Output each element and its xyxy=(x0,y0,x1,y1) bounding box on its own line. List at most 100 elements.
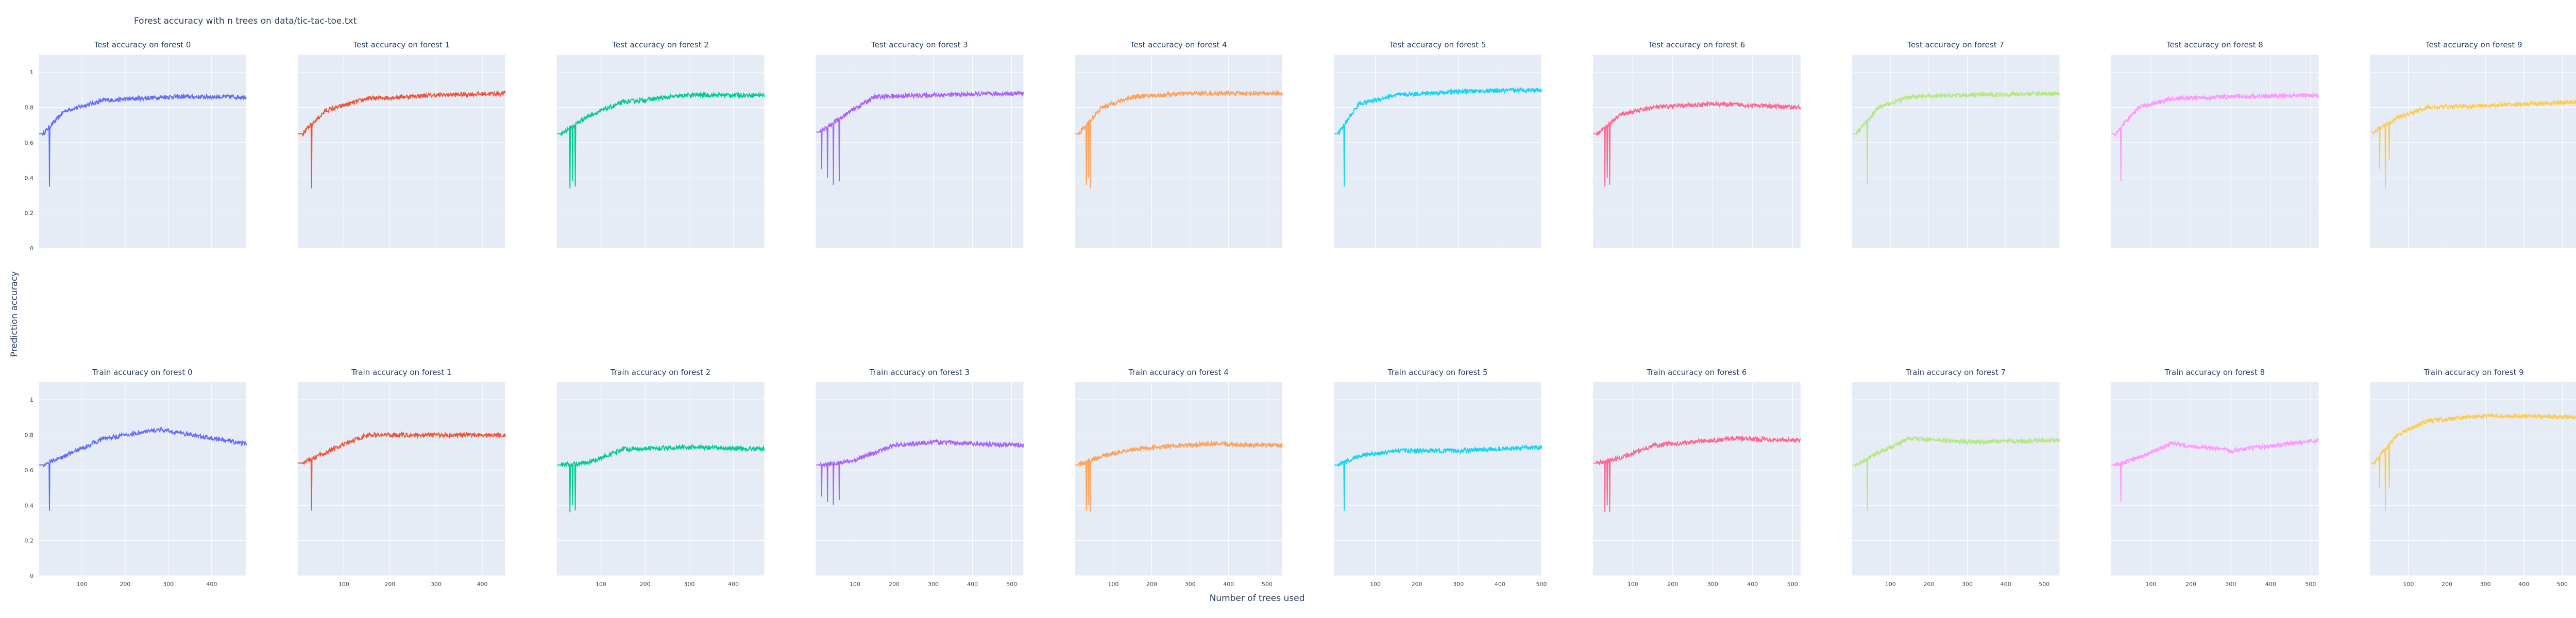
x-tick-label: 300 xyxy=(1962,581,1973,588)
y-tick-label: 0.8 xyxy=(25,432,34,439)
test-panel-1: Test accuracy on forest 1 xyxy=(297,40,506,249)
train-panel-3: 100 200 300 400 500 Train accuracy on forest … xyxy=(816,368,1024,588)
train-panel-8: 100 200 300 400 500 Train accuracy on forest … xyxy=(2111,368,2319,588)
test-panel-background xyxy=(2111,55,2319,248)
x-tick-label: 400 xyxy=(477,581,488,588)
test-series-line-forest-2 xyxy=(557,91,765,188)
train-panel-7: 100 200 300 400 500 Train accuracy on forest … xyxy=(1852,368,2060,588)
subplot-title: Train accuracy on forest 9 xyxy=(2424,368,2524,377)
test-panel-background xyxy=(39,55,246,248)
x-tick-label: 400 xyxy=(2001,581,2011,588)
x-tick-label: 100 xyxy=(76,581,87,588)
test-series-line-forest-7 xyxy=(1852,90,2060,185)
subplot-title: Train accuracy on forest 5 xyxy=(1387,368,1487,377)
x-tick-label: 300 xyxy=(431,581,442,588)
train-panel-background xyxy=(1852,382,2060,576)
subplot-title: Train accuracy on forest 1 xyxy=(351,368,451,377)
x-tick-label: 100 xyxy=(1628,581,1638,588)
y-tick-label: 0.4 xyxy=(25,502,34,509)
test-panel-background xyxy=(1592,55,1801,248)
test-panel-4: Test accuracy on forest 4 xyxy=(1075,40,1283,249)
x-tick-label: 500 xyxy=(2557,581,2568,588)
x-tick-label: 200 xyxy=(2442,581,2452,588)
x-tick-label: 500 xyxy=(1262,581,1273,588)
x-tick-label: 200 xyxy=(889,581,900,588)
train-series-line-forest-2 xyxy=(557,443,765,512)
x-tick-label: 200 xyxy=(1923,581,1934,588)
x-tick-label: 300 xyxy=(2225,581,2236,588)
figure-title: Forest accuracy with n trees on data/tic… xyxy=(134,16,357,26)
train-panel-background xyxy=(1334,382,1541,576)
subplot-title: Train accuracy on forest 7 xyxy=(1905,368,2006,377)
x-tick-label: 500 xyxy=(2039,581,2049,588)
x-tick-label: 200 xyxy=(1146,581,1157,588)
train-panel-4: 100 200 300 400 500 Train accuracy on forest … xyxy=(1075,368,1283,588)
x-tick-label: 300 xyxy=(1707,581,1718,588)
subplot-title: Test accuracy on forest 1 xyxy=(352,40,450,49)
x-tick-label: 500 xyxy=(1006,581,1017,588)
x-tick-label: 300 xyxy=(684,581,694,588)
subplot-title: Test accuracy on forest 8 xyxy=(2166,40,2263,49)
x-tick-label: 100 xyxy=(2403,581,2414,588)
x-axis-label: Number of trees used xyxy=(1210,593,1305,604)
x-tick-label: 100 xyxy=(2145,581,2156,588)
train-panel-background xyxy=(1592,382,1801,576)
train-series-line-forest-3 xyxy=(816,438,1024,506)
subplot-title: Test accuracy on forest 3 xyxy=(871,40,968,49)
x-tick-label: 500 xyxy=(1787,581,1798,588)
test-panel-background xyxy=(1852,55,2060,248)
x-tick-label: 400 xyxy=(1223,581,1234,588)
y-tick-label: 0 xyxy=(30,573,33,579)
train-panel-2: 100 200 300 400 Train accuracy on forest 2 xyxy=(556,368,765,588)
x-tick-label: 500 xyxy=(2305,581,2316,588)
subplot-title: Train accuracy on forest 3 xyxy=(869,368,970,377)
test-panel-0: 0 0.2 0.4 0.6 0.8 1 Test accuracy on forest 0 xyxy=(25,40,247,252)
train-series-line-forest-9 xyxy=(2370,412,2576,511)
x-tick-label: 200 xyxy=(1667,581,1678,588)
y-tick-label: 0.6 xyxy=(25,140,34,146)
train-panel-9: 100 200 300 400 500 Train accuracy on forest … xyxy=(2370,368,2576,588)
y-tick-label: 0.8 xyxy=(25,105,34,111)
subplot-title: Test accuracy on forest 5 xyxy=(1389,40,1486,49)
x-tick-label: 400 xyxy=(967,581,978,588)
train-panel-5: 100 200 300 400 500 Train accuracy on forest … xyxy=(1334,368,1547,588)
subplot-title: Test accuracy on forest 0 xyxy=(94,40,191,49)
train-panel-background xyxy=(556,382,765,576)
test-panel-9: Test accuracy on forest 9 xyxy=(2370,40,2576,249)
x-tick-label: 100 xyxy=(1108,581,1118,588)
test-panel-6: Test accuracy on forest 6 xyxy=(1592,40,1801,249)
test-series-line-forest-8 xyxy=(2111,91,2319,182)
x-tick-label: 200 xyxy=(2185,581,2196,588)
y-tick-label: 0.6 xyxy=(25,467,34,474)
x-tick-label: 300 xyxy=(2480,581,2491,588)
test-series-line-forest-6 xyxy=(1593,100,1801,187)
x-tick-label: 300 xyxy=(1453,581,1464,588)
train-series-line-forest-6 xyxy=(1593,435,1801,512)
y-axis-label: Prediction accuracy xyxy=(9,271,20,357)
x-tick-label: 300 xyxy=(163,581,174,588)
subplot-title: Train accuracy on forest 6 xyxy=(1646,368,1747,377)
subplot-title: Test accuracy on forest 9 xyxy=(2425,40,2522,49)
x-tick-label: 400 xyxy=(2265,581,2276,588)
y-tick-label: 1 xyxy=(30,69,33,76)
x-tick-label: 300 xyxy=(1185,581,1196,588)
test-series-line-forest-3 xyxy=(816,90,1024,185)
test-panel-background xyxy=(297,55,505,248)
train-panel-background xyxy=(1075,382,1283,576)
train-panel-background xyxy=(39,382,246,576)
test-panel-2: Test accuracy on forest 2 xyxy=(556,40,765,249)
train-panel-background xyxy=(816,382,1024,576)
x-tick-label: 100 xyxy=(596,581,606,588)
subplot-title: Train accuracy on forest 0 xyxy=(92,368,192,377)
train-panel-1: 100 200 300 400 Train accuracy on forest 1 xyxy=(297,368,506,588)
train-series-line-forest-0 xyxy=(39,427,247,511)
test-panel-3: Test accuracy on forest 3 xyxy=(816,40,1024,249)
x-tick-label: 200 xyxy=(640,581,651,588)
x-tick-label: 400 xyxy=(728,581,739,588)
train-panel-background xyxy=(297,382,505,576)
train-panel-background xyxy=(2111,382,2319,576)
subplot-title: Train accuracy on forest 2 xyxy=(610,368,710,377)
subplot-title: Test accuracy on forest 7 xyxy=(1907,40,2004,49)
subplot-title: Train accuracy on forest 4 xyxy=(1128,368,1229,377)
